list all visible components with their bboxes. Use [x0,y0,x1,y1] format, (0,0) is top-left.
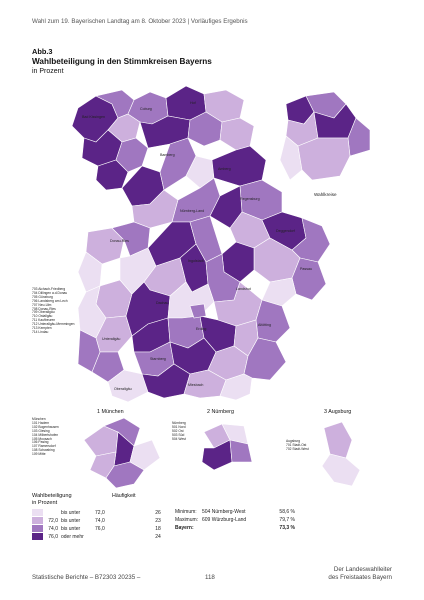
footer-publisher: Der Landeswahlleiter des Freistaates Bay… [328,566,392,581]
district-region [211,145,267,187]
muenchen-list: München 101 Hadern 102 Bogenhausen 103 Gie… [32,417,59,457]
report-header: Wahl zum 19. Bayerischen Landtag am 8. O… [32,18,248,25]
stat-maximum: Maximum: 609 Würzburg-Land 79,7 % [175,517,295,523]
svg-text:Bamberg: Bamberg [160,153,175,157]
wahlkreise-label: Wahlkreise [314,192,337,197]
legend-row: 76,0 oder mehr 24 [48,533,161,540]
svg-text:Erding: Erding [196,327,206,331]
legend-row: 74,0 bis unter 76,0 18 [48,525,161,532]
inset-title-muenchen: 1 München [97,409,124,415]
svg-text:Oberallgäu: Oberallgäu [114,387,132,391]
svg-text:Altötting: Altötting [258,323,271,327]
wahlkreis-schwaben [279,135,303,181]
nuernberg-district [229,439,253,463]
district-region [219,373,253,401]
footer-series: Statistische Berichte – B72303 20235 – [32,574,141,581]
svg-text:Donau-Ries: Donau-Ries [110,239,129,243]
svg-text:Passau: Passau [300,267,312,271]
svg-text:Bad Kissingen: Bad Kissingen [82,115,105,119]
augsburg-district [321,453,361,487]
inset-title-nuernberg: 2 Nürnberg [207,409,234,415]
legend-swatch-1 [32,509,43,516]
muenchen-district [83,425,119,457]
inset-title-augsburg: 3 Augsburg [324,409,352,415]
map-title: Wahlbeteiligung in den Stimmkreisen Baye… [32,57,212,66]
wahlkreise-inset [279,91,371,181]
district-region [77,329,101,373]
muenchen-district [129,439,161,471]
district-region [261,277,297,307]
svg-text:Deggendorf: Deggendorf [276,229,295,233]
legend-title: Wahlbeteiligung in Prozent [32,493,72,506]
district-labels: Bad Kissingen Coburg Hof Bamberg Amberg … [82,101,312,391]
stat-bayern: Bayern: 73,3 % [175,525,295,531]
district-region [219,117,255,151]
svg-text:Miesbach: Miesbach [188,383,203,387]
legend-row: 72,0 bis unter 74,0 23 [48,517,161,524]
augsburg-inset [321,421,361,487]
wahlkreis-oberbayern [297,137,351,181]
svg-text:Amberg: Amberg [218,167,231,171]
augsburg-list: Augsburg 701 Stadt-Ost 702 Stadt-West [286,439,309,451]
svg-text:Coburg: Coburg [140,107,152,111]
muenchen-inset [83,417,161,489]
augsburg-district [323,421,353,459]
svg-text:Nürnberg-Land: Nürnberg-Land [180,209,204,213]
legend-swatch-2 [32,517,43,524]
svg-text:Landshut: Landshut [236,287,251,291]
svg-text:Starnberg: Starnberg [150,357,166,361]
nuernberg-list: Nürnberg 501 Nord 502 Ost 503 Süd 504 West [172,421,186,441]
legend-row: bis unter 72,0 26 [61,509,161,516]
svg-text:Unterallgäu: Unterallgäu [102,337,120,341]
legend-swatch-4 [32,533,43,540]
legend-swatches [32,509,43,540]
muenchen-district [103,417,141,447]
stat-minimum: Minimum: 504 Nürnberg-West 58,6 % [175,509,295,515]
figure-number: Abb.3 [32,47,53,56]
district-region [255,299,291,343]
district-region [159,137,197,191]
svg-text:Hof: Hof [190,101,196,105]
district-region [189,303,207,319]
svg-text:Dachau: Dachau [156,301,168,305]
map-subtitle: in Prozent [32,68,64,75]
legend-swatch-3 [32,525,43,532]
svg-text:Ingolstadt: Ingolstadt [188,259,204,263]
muenchen-district [105,461,145,489]
bavaria-outline [71,85,331,403]
page-number: 118 [205,574,215,581]
legend-frequency-label: Häufigkeit [112,493,136,499]
nuernberg-inset [201,423,253,471]
svg-text:Regensburg: Regensburg [240,197,260,201]
schwaben-side-list: 703 Aichach-Friedberg 704 Dillingen a.d.D… [32,287,75,334]
